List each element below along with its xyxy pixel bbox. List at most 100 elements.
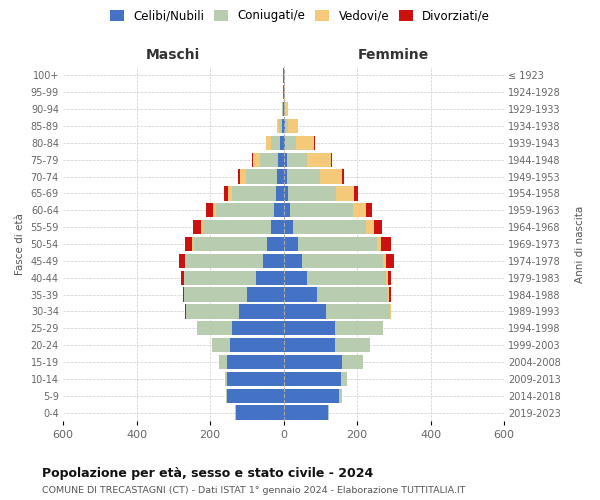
- Bar: [374, 220, 382, 234]
- Bar: [335, 321, 383, 336]
- Bar: [381, 237, 391, 251]
- Bar: [246, 170, 277, 183]
- Bar: [326, 304, 390, 318]
- Bar: [287, 152, 307, 167]
- Bar: [197, 321, 232, 336]
- Bar: [227, 388, 284, 403]
- Bar: [284, 220, 293, 234]
- Bar: [284, 203, 290, 218]
- Bar: [232, 186, 276, 200]
- Bar: [271, 220, 284, 234]
- Bar: [284, 288, 317, 302]
- Bar: [228, 186, 232, 200]
- Bar: [185, 254, 186, 268]
- Y-axis label: Fasce di età: Fasce di età: [15, 213, 25, 275]
- Bar: [293, 220, 366, 234]
- Bar: [224, 186, 228, 200]
- Bar: [284, 355, 343, 369]
- Bar: [353, 203, 365, 218]
- Bar: [284, 321, 335, 336]
- Bar: [232, 321, 284, 336]
- Bar: [317, 288, 388, 302]
- Bar: [284, 388, 339, 403]
- Bar: [236, 406, 284, 419]
- Bar: [377, 237, 381, 251]
- Bar: [282, 119, 284, 133]
- Bar: [212, 203, 215, 218]
- Legend: Celibi/Nubili, Coniugati/e, Vedovi/e, Divorziati/e: Celibi/Nubili, Coniugati/e, Vedovi/e, Di…: [106, 6, 494, 26]
- Bar: [256, 270, 284, 285]
- Bar: [182, 288, 184, 302]
- Bar: [235, 406, 236, 419]
- Bar: [341, 372, 347, 386]
- Bar: [284, 270, 307, 285]
- Bar: [335, 338, 370, 352]
- Bar: [389, 288, 391, 302]
- Bar: [284, 136, 286, 150]
- Bar: [260, 152, 278, 167]
- Bar: [193, 237, 194, 251]
- Bar: [267, 237, 284, 251]
- Bar: [366, 220, 374, 234]
- Bar: [280, 136, 284, 150]
- Bar: [279, 119, 282, 133]
- Bar: [284, 119, 289, 133]
- Text: Popolazione per età, sesso e stato civile - 2024: Popolazione per età, sesso e stato civil…: [42, 468, 373, 480]
- Bar: [302, 254, 383, 268]
- Bar: [181, 270, 184, 285]
- Bar: [238, 170, 240, 183]
- Bar: [284, 372, 341, 386]
- Bar: [263, 254, 284, 268]
- Bar: [386, 270, 388, 285]
- Bar: [296, 136, 314, 150]
- Bar: [307, 152, 331, 167]
- Bar: [290, 203, 353, 218]
- Text: Femmine: Femmine: [358, 48, 430, 62]
- Bar: [247, 288, 284, 302]
- Bar: [274, 203, 284, 218]
- Bar: [253, 152, 260, 167]
- Bar: [266, 136, 271, 150]
- Bar: [225, 372, 227, 386]
- Bar: [365, 203, 372, 218]
- Bar: [284, 152, 287, 167]
- Bar: [219, 355, 227, 369]
- Bar: [286, 136, 296, 150]
- Bar: [194, 237, 267, 251]
- Bar: [386, 254, 394, 268]
- Bar: [212, 338, 230, 352]
- Bar: [284, 406, 328, 419]
- Bar: [186, 304, 239, 318]
- Bar: [283, 102, 284, 117]
- Bar: [276, 186, 284, 200]
- Bar: [203, 220, 271, 234]
- Bar: [383, 254, 386, 268]
- Bar: [186, 254, 263, 268]
- Bar: [271, 136, 280, 150]
- Bar: [284, 237, 298, 251]
- Y-axis label: Anni di nascita: Anni di nascita: [575, 206, 585, 282]
- Bar: [215, 203, 274, 218]
- Bar: [314, 136, 315, 150]
- Bar: [388, 270, 391, 285]
- Bar: [284, 102, 285, 117]
- Bar: [284, 186, 288, 200]
- Bar: [206, 203, 212, 218]
- Bar: [284, 254, 302, 268]
- Bar: [354, 186, 358, 200]
- Bar: [239, 304, 284, 318]
- Bar: [185, 237, 193, 251]
- Bar: [343, 355, 362, 369]
- Bar: [336, 186, 354, 200]
- Bar: [193, 220, 201, 234]
- Bar: [283, 68, 284, 82]
- Bar: [288, 186, 336, 200]
- Bar: [284, 338, 335, 352]
- Bar: [388, 288, 389, 302]
- Bar: [328, 406, 329, 419]
- Bar: [277, 119, 279, 133]
- Bar: [285, 102, 288, 117]
- Bar: [307, 270, 386, 285]
- Bar: [289, 119, 298, 133]
- Bar: [284, 170, 287, 183]
